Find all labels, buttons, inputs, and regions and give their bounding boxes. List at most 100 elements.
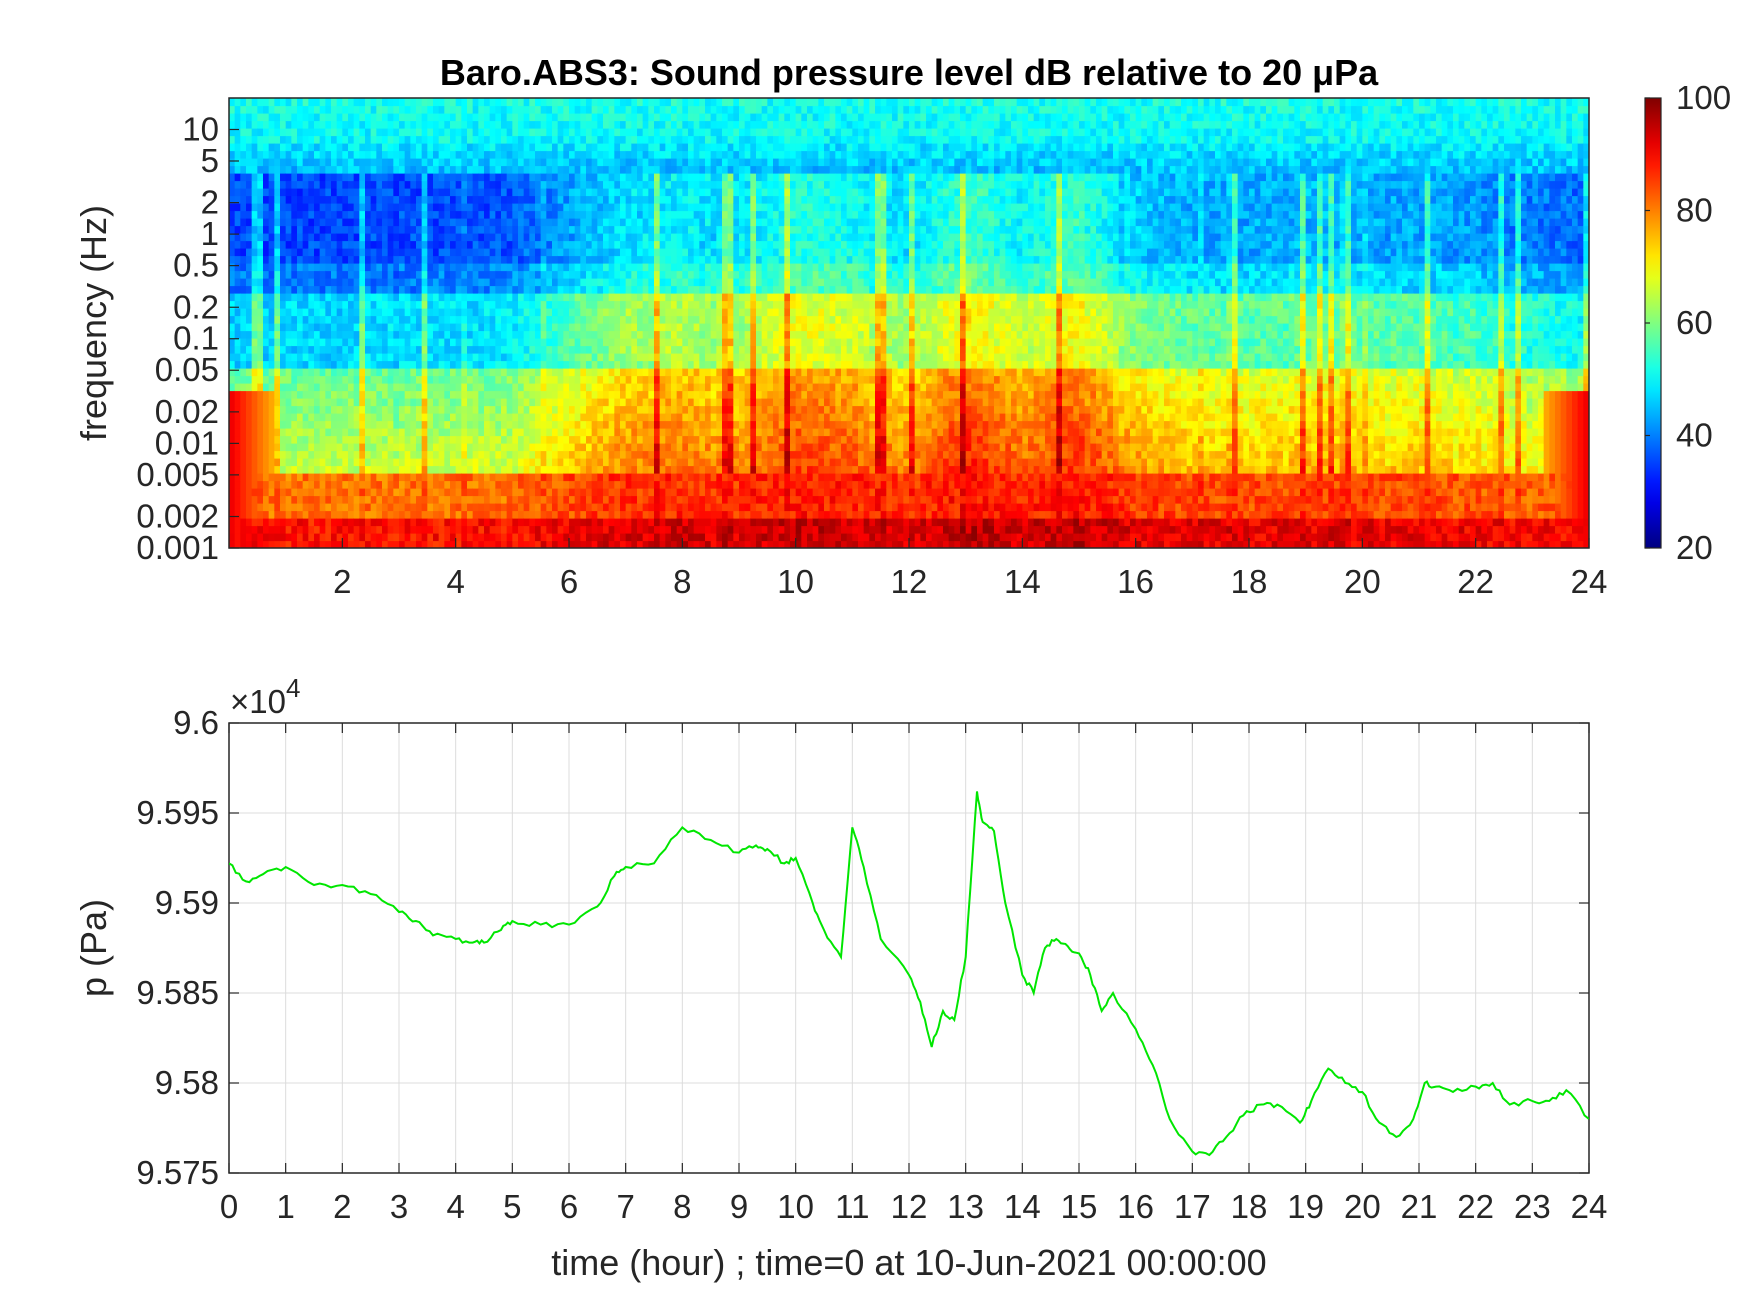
spectrogram-cell	[535, 293, 542, 302]
spectrogram-cell	[529, 150, 536, 159]
spectrogram-cell	[501, 105, 508, 114]
spectrogram-cell	[427, 330, 434, 339]
spectrogram-cell	[331, 285, 338, 294]
spectrogram-cell	[665, 143, 672, 152]
spectrogram-cell	[563, 165, 570, 174]
spectrogram-cell	[438, 293, 445, 302]
spectrogram-cell	[263, 473, 270, 482]
spectrogram-cell	[246, 375, 253, 384]
spectrogram-cell	[489, 405, 496, 414]
spectrogram-cell	[416, 278, 423, 287]
spectrogram-cell	[240, 300, 247, 309]
spectrogram-cell	[325, 518, 332, 527]
spectrogram-cell	[291, 338, 298, 347]
spectrogram-cell	[501, 285, 508, 294]
spectrogram-cell	[450, 390, 457, 399]
spectrogram-cell	[654, 248, 661, 257]
spectrogram-cell	[438, 300, 445, 309]
spectrogram-cell	[399, 180, 406, 189]
spectrogram-cell	[382, 165, 389, 174]
spectrogram-cell	[240, 533, 247, 542]
spectrogram-cell	[484, 195, 491, 204]
spectrogram-cell	[518, 300, 525, 309]
spectrogram-cell	[382, 98, 389, 107]
spectrogram-cell	[268, 173, 275, 182]
spectrogram-cell	[467, 450, 474, 459]
spectrogram-cell	[693, 150, 700, 159]
spectrogram-cell	[444, 443, 451, 452]
spectrogram-cell	[308, 255, 315, 264]
spectrogram-cell	[671, 188, 678, 197]
spectrogram-cell	[421, 165, 428, 174]
spectrogram-cell	[648, 263, 655, 272]
spectrogram-cell	[574, 488, 581, 497]
spectrogram-cell	[637, 285, 644, 294]
spectrogram-cell	[421, 525, 428, 534]
spectrogram-cell	[353, 510, 360, 519]
spectrogram-cell	[597, 390, 604, 399]
spectrogram-cell	[648, 315, 655, 324]
spectrogram-cell	[512, 338, 519, 347]
spectrogram-cell	[410, 203, 417, 212]
spectrogram-cell	[251, 338, 258, 347]
spectrogram-cell	[614, 180, 621, 189]
spectrogram-cell	[506, 173, 513, 182]
spectrogram-cell	[234, 323, 241, 332]
spectrogram-cell	[608, 540, 615, 548]
spectrogram-cell	[382, 518, 389, 527]
spectrogram-cell	[665, 428, 672, 437]
spectrogram-cell	[438, 390, 445, 399]
spectrogram-cell	[671, 428, 678, 437]
spectrogram-cell	[512, 323, 519, 332]
spectrogram-cell	[325, 503, 332, 512]
spectrogram-cell	[433, 510, 440, 519]
spectrogram-cell	[433, 210, 440, 219]
spectrogram-cell	[489, 120, 496, 129]
spectrogram-cell	[642, 210, 649, 219]
spectrogram-cell	[472, 503, 479, 512]
spectrogram-cell	[370, 488, 377, 497]
spectrogram-cell	[591, 540, 598, 548]
spectrogram-cell	[359, 180, 366, 189]
spectrogram-cell	[489, 488, 496, 497]
spectrogram-cell	[410, 390, 417, 399]
spectrogram-cell	[427, 405, 434, 414]
spectrogram-cell	[671, 105, 678, 114]
spectrogram-cell	[495, 428, 502, 437]
spectrogram-cell	[642, 225, 649, 234]
spectrogram-cell	[240, 135, 247, 144]
spectrogram-cell	[382, 225, 389, 234]
spectrogram-cell	[614, 308, 621, 317]
spectrogram-cell	[569, 323, 576, 332]
spectrogram-cell	[489, 420, 496, 429]
spectrogram-cell	[535, 285, 542, 294]
spectrogram-cell	[234, 488, 241, 497]
spectrogram-cell	[608, 210, 615, 219]
spectrogram-cell	[251, 105, 258, 114]
spectrogram-cell	[506, 420, 513, 429]
spectrogram-cell	[603, 413, 610, 422]
spectrogram-cell	[535, 525, 542, 534]
spectrogram-cell	[455, 458, 462, 467]
spectrogram-cell	[314, 195, 321, 204]
spectrogram-cell	[557, 105, 564, 114]
spectrogram-cell	[642, 173, 649, 182]
spectrogram-cell	[603, 173, 610, 182]
spectrogram-cell	[308, 495, 315, 504]
spectrogram-cell	[382, 293, 389, 302]
spectrogram-cell	[246, 150, 253, 159]
spectrogram-cell	[376, 443, 383, 452]
spectrogram-cell	[676, 150, 683, 159]
spectrogram-cell	[574, 278, 581, 287]
spectrogram-cell	[699, 518, 706, 527]
spectrogram-cell	[319, 533, 326, 542]
spectrogram-cell	[461, 285, 468, 294]
spectrogram-cell	[308, 210, 315, 219]
spectrogram-cell	[455, 503, 462, 512]
spectrogram-cell	[642, 120, 649, 129]
spectrogram-cell	[342, 105, 349, 114]
spectrogram-cell	[302, 473, 309, 482]
spectrogram-cell	[688, 113, 695, 122]
spectrogram-cell	[563, 210, 570, 219]
spectrogram-cell	[671, 383, 678, 392]
